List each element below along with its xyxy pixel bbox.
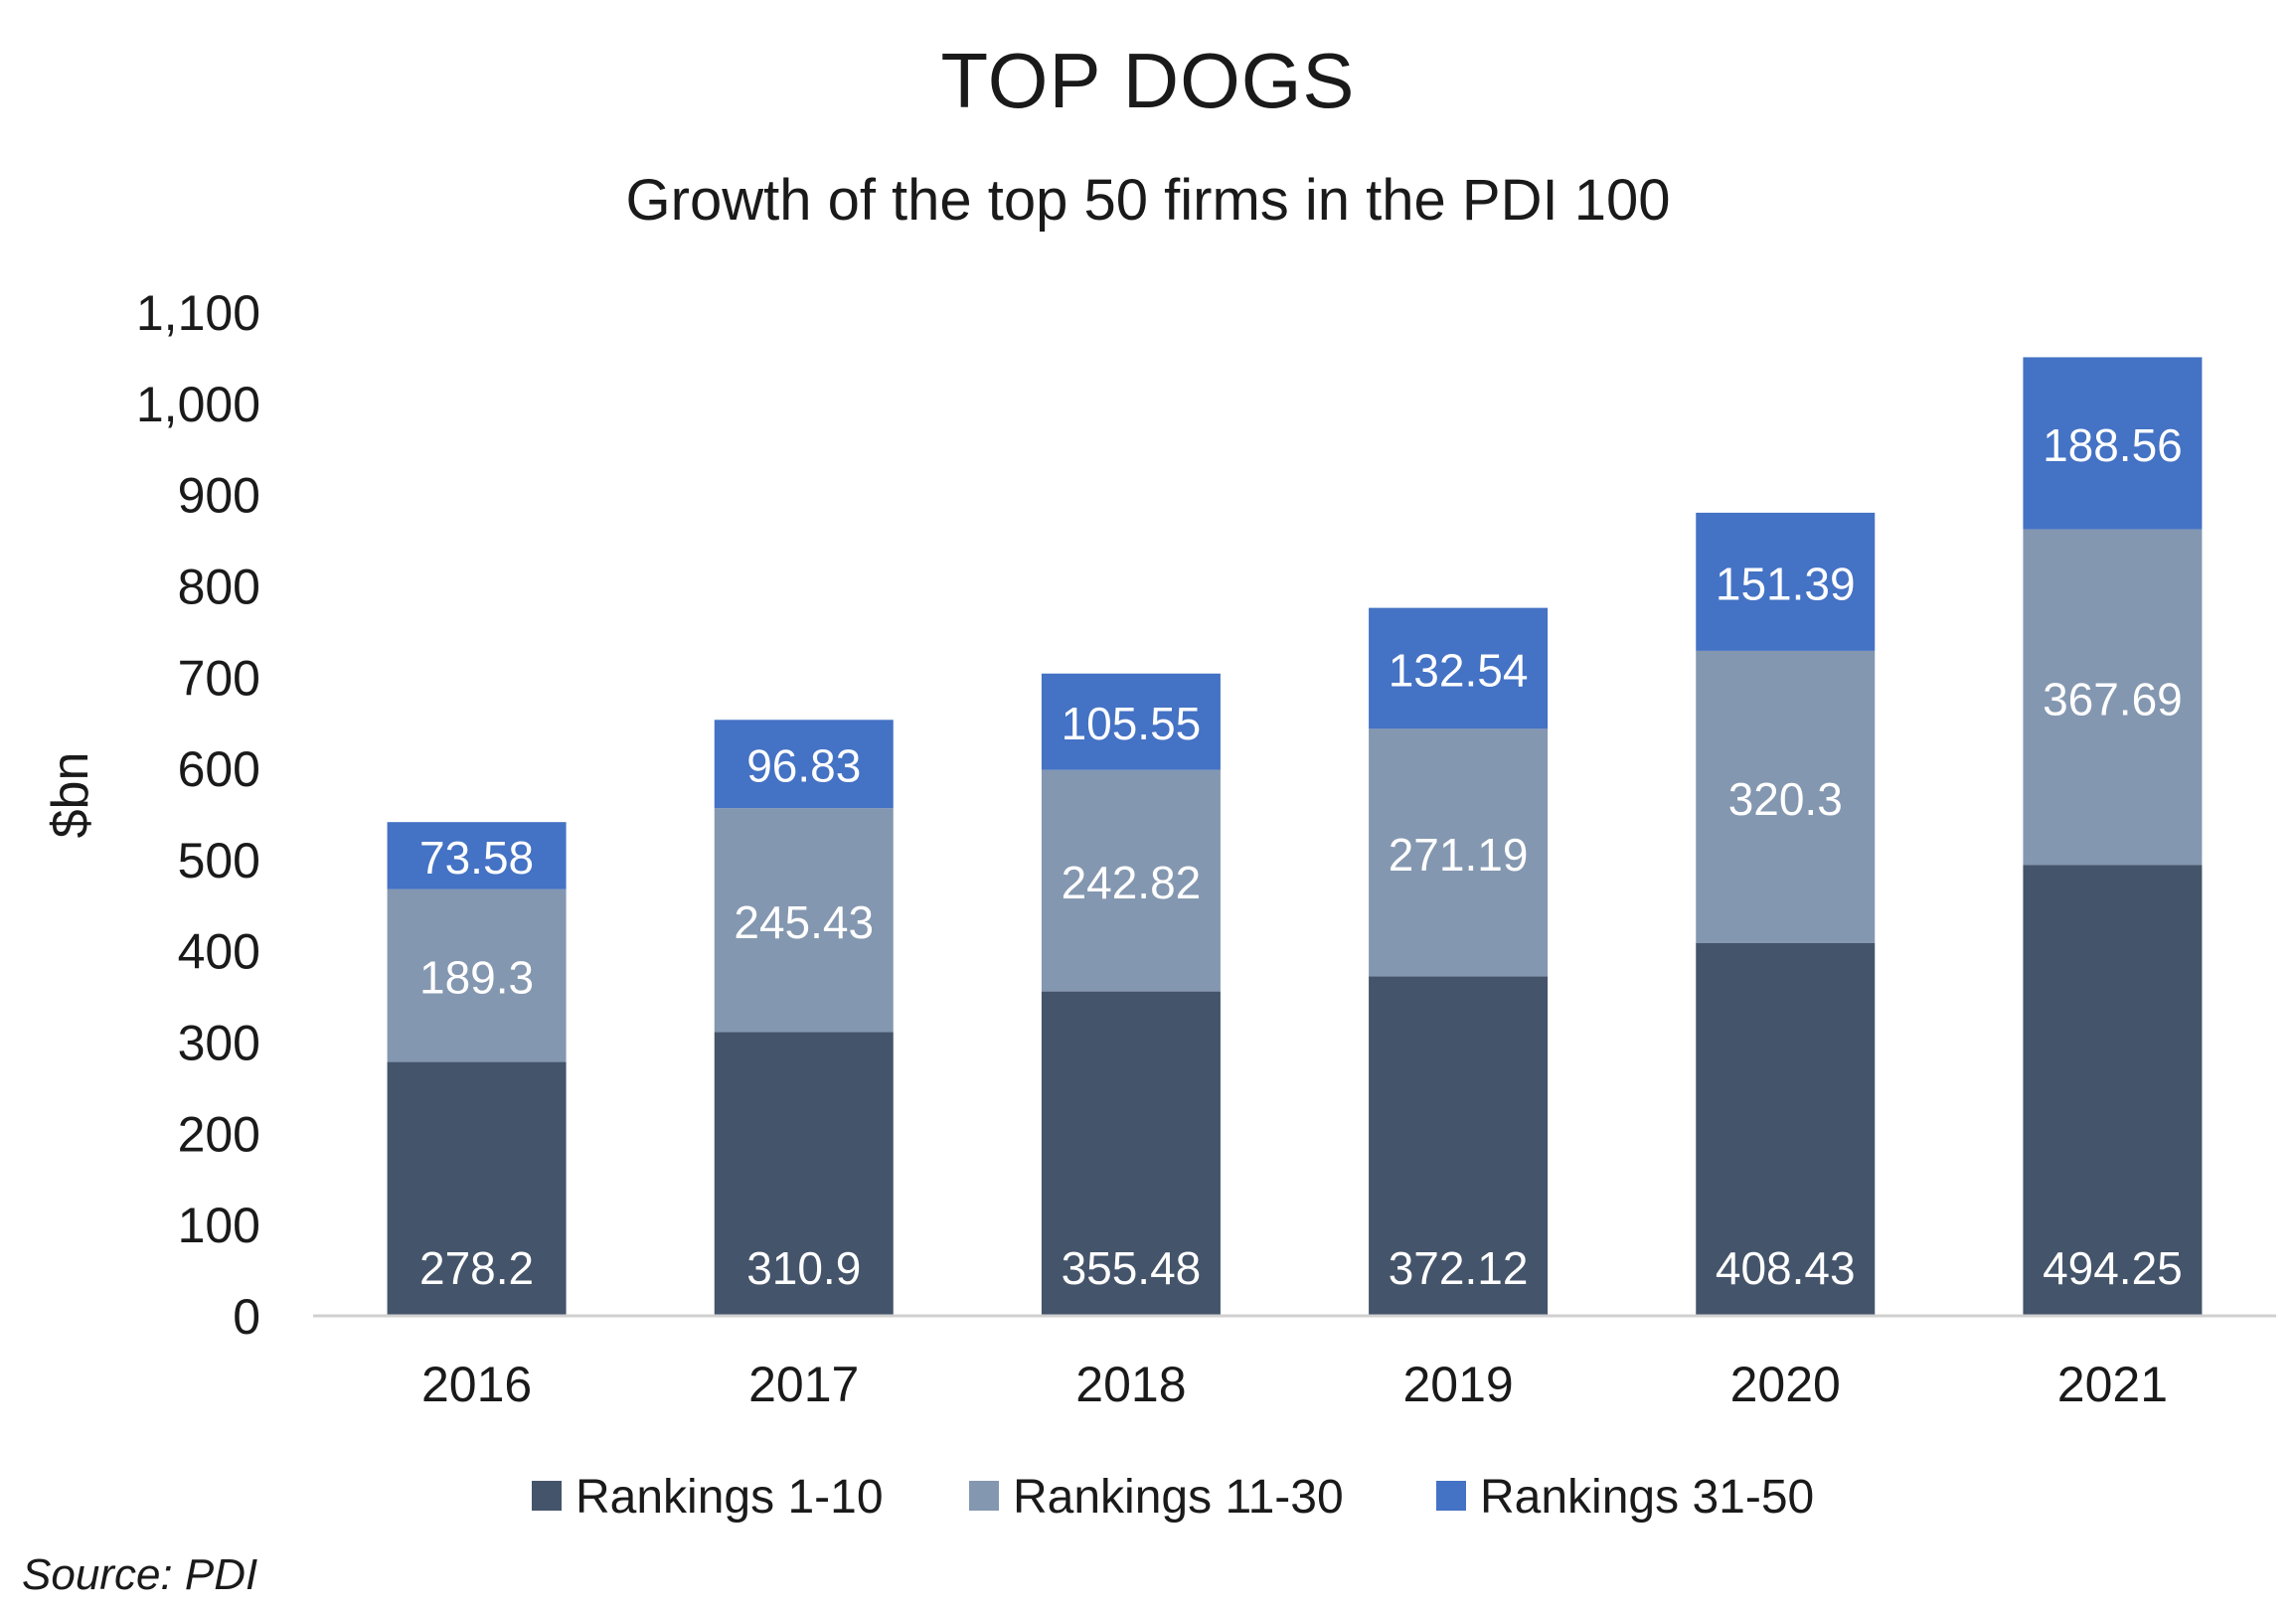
bar-segment [1369,976,1549,1316]
y-tick-label: 700 [178,650,260,706]
y-tick-label: 500 [178,833,260,888]
x-axis: 2016 2017 2018 2019 2020 2021 [313,1314,2276,1412]
bar-segment [1369,607,1549,729]
bar-segment [1696,512,1876,651]
legend-swatch [1436,1481,1466,1511]
y-tick-label: 400 [178,924,260,980]
data-label: 494.25 [2043,1242,2183,1294]
data-label: 73.58 [419,832,534,884]
bar-segment [1696,942,1876,1316]
bar-segment [1041,991,1221,1316]
data-label: 105.55 [1062,698,1202,749]
x-tick-label: 2020 [1730,1357,1841,1412]
data-label: 372.12 [1389,1242,1529,1294]
x-tick-label: 2018 [1075,1357,1186,1412]
bar-segment [714,1032,894,1316]
bar-segment [387,1061,567,1316]
x-tick-label: 2017 [748,1357,859,1412]
x-tick-label: 2019 [1402,1357,1513,1412]
legend-swatch [969,1481,999,1511]
bar-segment [1041,769,1221,992]
bar-segment [714,720,894,809]
y-axis: 0 100 200 300 400 500 600 700 800 900 1,000 1,100 [136,285,260,1345]
y-tick-label: 100 [178,1198,260,1253]
data-label: 278.2 [419,1242,534,1294]
data-label: 271.19 [1389,829,1529,881]
bar-segment [1696,650,1876,943]
legend-swatch [532,1481,562,1511]
y-tick-label: 0 [233,1289,260,1345]
bar-segment [2023,357,2203,530]
data-label: 355.48 [1062,1242,1202,1294]
data-label: 132.54 [1389,644,1529,696]
data-label: 310.9 [746,1242,861,1294]
y-tick-label: 800 [178,559,260,614]
data-label: 189.3 [419,952,534,1004]
y-tick-label: 900 [178,468,260,524]
chart-title: TOP DOGS [940,37,1356,124]
bar-segment [1041,673,1221,770]
bar-segment [387,822,567,889]
y-tick-label: 200 [178,1106,260,1162]
legend-label: Rankings 31-50 [1480,1471,1814,1524]
y-tick-label: 600 [178,741,260,797]
source-note: Source: PDI [22,1550,258,1599]
legend-label: Rankings 11-30 [1013,1471,1344,1524]
bar-segment [714,808,894,1033]
y-axis-label: $bn [42,752,99,839]
data-label: 96.83 [746,740,861,792]
chart-subtitle: Growth of the top 50 firms in the PDI 10… [625,168,1671,233]
x-tick-label: 2016 [421,1357,532,1412]
x-tick-label: 2021 [2057,1357,2168,1412]
legend: Rankings 1-10 Rankings 11-30 Rankings 31-5… [532,1471,1814,1524]
data-label: 242.82 [1062,857,1202,908]
data-label: 320.3 [1728,773,1843,825]
bar-segment [2023,529,2203,866]
bars: 278.2 189.3 73.58 310.9 245.43 96.83 355.48 242… [387,357,2203,1316]
y-tick-label: 1,100 [136,285,260,341]
y-tick-label: 1,000 [136,377,260,432]
data-label: 367.69 [2043,673,2183,725]
bar-segment [1369,728,1549,977]
data-label: 151.39 [1716,558,1856,609]
bar-segment [387,888,567,1062]
data-label: 408.43 [1716,1242,1856,1294]
data-label: 188.56 [2043,419,2183,471]
legend-label: Rankings 1-10 [575,1471,884,1524]
data-label: 245.43 [734,896,874,948]
y-tick-label: 300 [178,1016,260,1071]
bar-segment [2023,865,2203,1316]
